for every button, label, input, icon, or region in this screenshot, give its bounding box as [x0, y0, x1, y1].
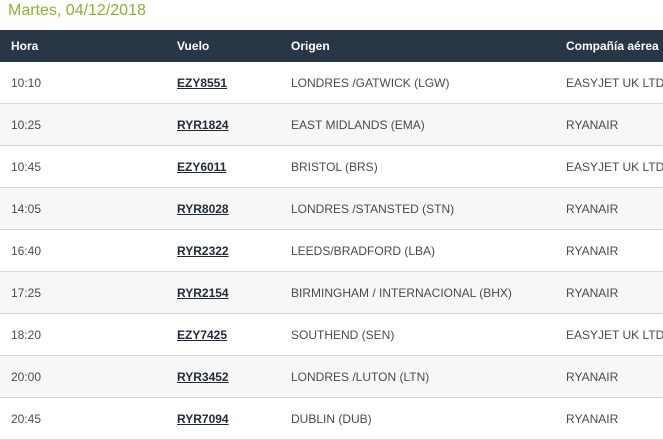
column-header-flight: Vuelo: [177, 39, 210, 53]
column-header-origin: Origen: [291, 39, 330, 53]
row-airline: EASYJET UK LTD: [566, 75, 663, 90]
table-row: 18:20 EZY7425 SOUTHEND (SEN) EASYJET UK …: [0, 314, 663, 356]
arrivals-table: Hora Vuelo Origen Compañía aérea 10:10 E…: [0, 30, 663, 440]
table-row: 20:45 RYR7094 DUBLIN (DUB) RYANAIR: [0, 398, 663, 440]
row-time: 17:25: [11, 285, 42, 300]
row-airline: RYANAIR: [566, 117, 619, 132]
row-time: 20:00: [11, 369, 42, 384]
flight-number-link[interactable]: RYR7094: [177, 411, 229, 426]
flight-number-link[interactable]: RYR2154: [177, 285, 229, 300]
row-airline: EASYJET UK LTD: [566, 159, 663, 174]
row-airline: EASYJET UK LTD: [566, 327, 663, 342]
flight-number-link[interactable]: RYR8028: [177, 201, 229, 216]
row-origin: SOUTHEND (SEN): [291, 327, 395, 342]
row-origin: BIRMINGHAM / INTERNACIONAL (BHX): [291, 285, 512, 300]
row-origin: EAST MIDLANDS (EMA): [291, 117, 425, 132]
row-origin: BRISTOL (BRS): [291, 159, 378, 174]
date-heading: Martes, 04/12/2018: [8, 2, 146, 19]
column-header-time: Hora: [11, 39, 39, 53]
table-row: 10:25 RYR1824 EAST MIDLANDS (EMA) RYANAI…: [0, 104, 663, 146]
table-row: 14:05 RYR8028 LONDRES /STANSTED (STN) RY…: [0, 188, 663, 230]
row-origin: LEEDS/BRADFORD (LBA): [291, 243, 436, 258]
flight-number-link[interactable]: EZY7425: [177, 327, 228, 342]
table-row: 10:10 EZY8551 LONDRES /GATWICK (LGW) EAS…: [0, 62, 663, 104]
column-header-airline: Compañía aérea: [566, 39, 659, 53]
table-row: 17:25 RYR2154 BIRMINGHAM / INTERNACIONAL…: [0, 272, 663, 314]
row-airline: RYANAIR: [566, 285, 619, 300]
row-time: 16:40: [11, 243, 42, 258]
table-row: 20:00 RYR3452 LONDRES /LUTON (LTN) RYANA…: [0, 356, 663, 398]
row-airline: RYANAIR: [566, 201, 619, 216]
row-origin: LONDRES /STANSTED (STN): [291, 201, 455, 216]
flight-number-link[interactable]: EZY6011: [177, 159, 227, 174]
row-airline: RYANAIR: [566, 411, 619, 426]
row-time: 20:45: [11, 411, 42, 426]
row-time: 14:05: [11, 201, 42, 216]
table-header: Hora Vuelo Origen Compañía aérea: [0, 30, 663, 62]
row-time: 10:45: [11, 159, 42, 174]
row-time: 10:25: [11, 117, 42, 132]
table-row: 10:45 EZY6011 BRISTOL (BRS) EASYJET UK L…: [0, 146, 663, 188]
row-airline: RYANAIR: [566, 243, 619, 258]
flight-number-link[interactable]: RYR1824: [177, 117, 229, 132]
flight-number-link[interactable]: EZY8551: [177, 75, 228, 90]
row-origin: DUBLIN (DUB): [291, 411, 372, 426]
row-origin: LONDRES /GATWICK (LGW): [291, 75, 450, 90]
row-airline: RYANAIR: [566, 369, 619, 384]
table-row: 16:40 RYR2322 LEEDS/BRADFORD (LBA) RYANA…: [0, 230, 663, 272]
row-time: 18:20: [11, 327, 42, 342]
row-time: 10:10: [11, 75, 42, 90]
flight-number-link[interactable]: RYR2322: [177, 243, 229, 258]
flight-number-link[interactable]: RYR3452: [177, 369, 229, 384]
row-origin: LONDRES /LUTON (LTN): [291, 369, 430, 384]
